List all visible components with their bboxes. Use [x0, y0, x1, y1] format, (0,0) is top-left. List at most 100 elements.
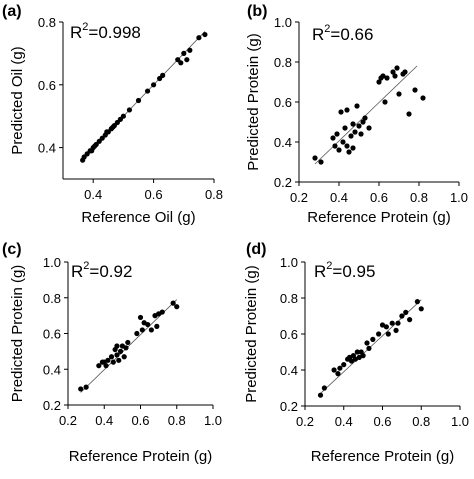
- y-tick-label: 0.4: [280, 363, 298, 378]
- data-point: [395, 320, 401, 326]
- data-point: [83, 384, 89, 390]
- x-tick-label: 0.2: [59, 413, 77, 428]
- x-axis-label: Reference Oil (g): [81, 209, 195, 226]
- x-axis-label: Reference Protein (g): [307, 209, 450, 226]
- y-tick-label: 0.6: [280, 327, 298, 342]
- data-point: [379, 322, 386, 328]
- data-point: [348, 358, 355, 364]
- regression-line: [320, 299, 422, 394]
- data-point: [116, 357, 122, 363]
- data-point: [154, 323, 160, 329]
- data-point: [418, 306, 424, 312]
- data-point: [354, 103, 360, 109]
- data-point: [360, 119, 366, 125]
- data-point: [184, 57, 190, 63]
- x-tick-label: 0.4: [330, 190, 348, 205]
- x-axis-label: Reference Protein (g): [69, 448, 212, 465]
- x-tick-label: 1.0: [450, 190, 468, 205]
- data-point: [114, 343, 120, 349]
- data-point: [350, 145, 356, 151]
- data-point: [187, 47, 193, 53]
- data-point: [96, 363, 102, 369]
- data-point: [335, 371, 341, 377]
- data-point: [341, 362, 347, 368]
- data-point: [350, 121, 356, 127]
- y-tick-label: 0.2: [43, 398, 61, 413]
- data-point: [148, 327, 154, 333]
- data-point: [370, 336, 376, 342]
- data-point: [389, 320, 395, 326]
- data-point: [144, 88, 151, 94]
- y-tick-label: 0.8: [274, 55, 292, 70]
- data-point: [336, 147, 342, 153]
- data-point: [121, 354, 127, 360]
- r-squared-value: =0.66: [330, 25, 373, 44]
- r-squared-base: R: [312, 25, 324, 44]
- x-tick-label: 0.8: [410, 190, 428, 205]
- y-tick-label: 0.6: [38, 78, 56, 93]
- data-point: [382, 99, 388, 105]
- x-tick-label: 0.6: [373, 414, 391, 429]
- data-point: [406, 111, 412, 117]
- data-point: [137, 314, 144, 321]
- data-point: [344, 143, 350, 149]
- x-tick-label: 0.4: [95, 413, 113, 428]
- data-point: [117, 348, 124, 354]
- r-squared-base: R: [70, 23, 82, 42]
- data-point: [392, 73, 398, 79]
- data-point: [123, 345, 129, 351]
- y-axis-label: Predicted Protein (g): [9, 265, 26, 403]
- x-tick-label: 0.6: [145, 187, 163, 202]
- panel-d: 0.2 0.4 0.6 0.8 1.0 0.2 0.4 0.6 0.8 1.0 (d) R2=0.95…: [243, 241, 469, 465]
- r-squared-sup: 2: [82, 21, 88, 33]
- r-squared-value: =0.998: [88, 23, 140, 42]
- data-point: [110, 359, 116, 365]
- data-point: [178, 60, 184, 66]
- regression-line: [314, 65, 418, 165]
- y-tick-label: 0.4: [38, 141, 56, 156]
- x-tick-label: 0.8: [168, 413, 186, 428]
- x-tick-label: 0.8: [205, 187, 223, 202]
- data-point: [358, 131, 364, 137]
- x-axis-label: Reference Protein (g): [311, 448, 454, 465]
- data-point: [321, 385, 327, 391]
- y-tick-label: 0.8: [43, 291, 61, 306]
- y-tick-label: 0.2: [280, 399, 298, 414]
- y-tick-label: 1.0: [280, 255, 298, 270]
- data-point: [407, 317, 413, 323]
- panel-c: 0.2 0.4 0.6 0.8 1.0 0.2 0.4 0.6 0.8 1.0 (c) R2=0.92…: [2, 241, 222, 465]
- x-tick-label: 0.6: [370, 190, 388, 205]
- r-squared-sup: 2: [326, 260, 332, 272]
- data-point: [420, 95, 426, 101]
- data-point: [108, 354, 115, 360]
- data-point: [352, 129, 358, 135]
- panel-a: 0.4 0.6 0.8 0.4 0.6 0.8 (a) R2=0.998 Reference O…: [2, 3, 223, 226]
- data-point: [394, 65, 400, 71]
- data-point: [354, 349, 360, 355]
- r-squared-annotation: R2=0.998: [70, 21, 141, 42]
- y-tick-label: 0.4: [274, 135, 292, 150]
- panel-b: 0.2 0.4 0.6 0.8 1.0 0.2 0.4 0.6 0.8 1.0 (b) R2=0.66…: [245, 3, 468, 226]
- data-point: [135, 97, 142, 104]
- x-tick-label: 1.0: [451, 414, 469, 429]
- data-point: [105, 357, 111, 363]
- y-tick-label: 0.8: [280, 291, 298, 306]
- data-point: [103, 363, 109, 369]
- data-point: [346, 149, 352, 155]
- data-point: [120, 113, 126, 119]
- panel-label: (d): [246, 241, 266, 258]
- data-point: [362, 115, 368, 121]
- x-tick-label: 0.4: [335, 414, 353, 429]
- data-point: [360, 353, 366, 359]
- data-point: [78, 386, 84, 392]
- x-tick-label: 0.6: [131, 413, 149, 428]
- panel-label: (c): [2, 241, 22, 258]
- data-point: [202, 31, 208, 38]
- data-point: [396, 91, 402, 97]
- y-tick-label: 1.0: [274, 15, 292, 30]
- data-point: [384, 75, 390, 81]
- panel-label: (a): [2, 3, 22, 20]
- data-point: [352, 356, 358, 362]
- data-point: [160, 72, 166, 78]
- data-point: [332, 143, 338, 149]
